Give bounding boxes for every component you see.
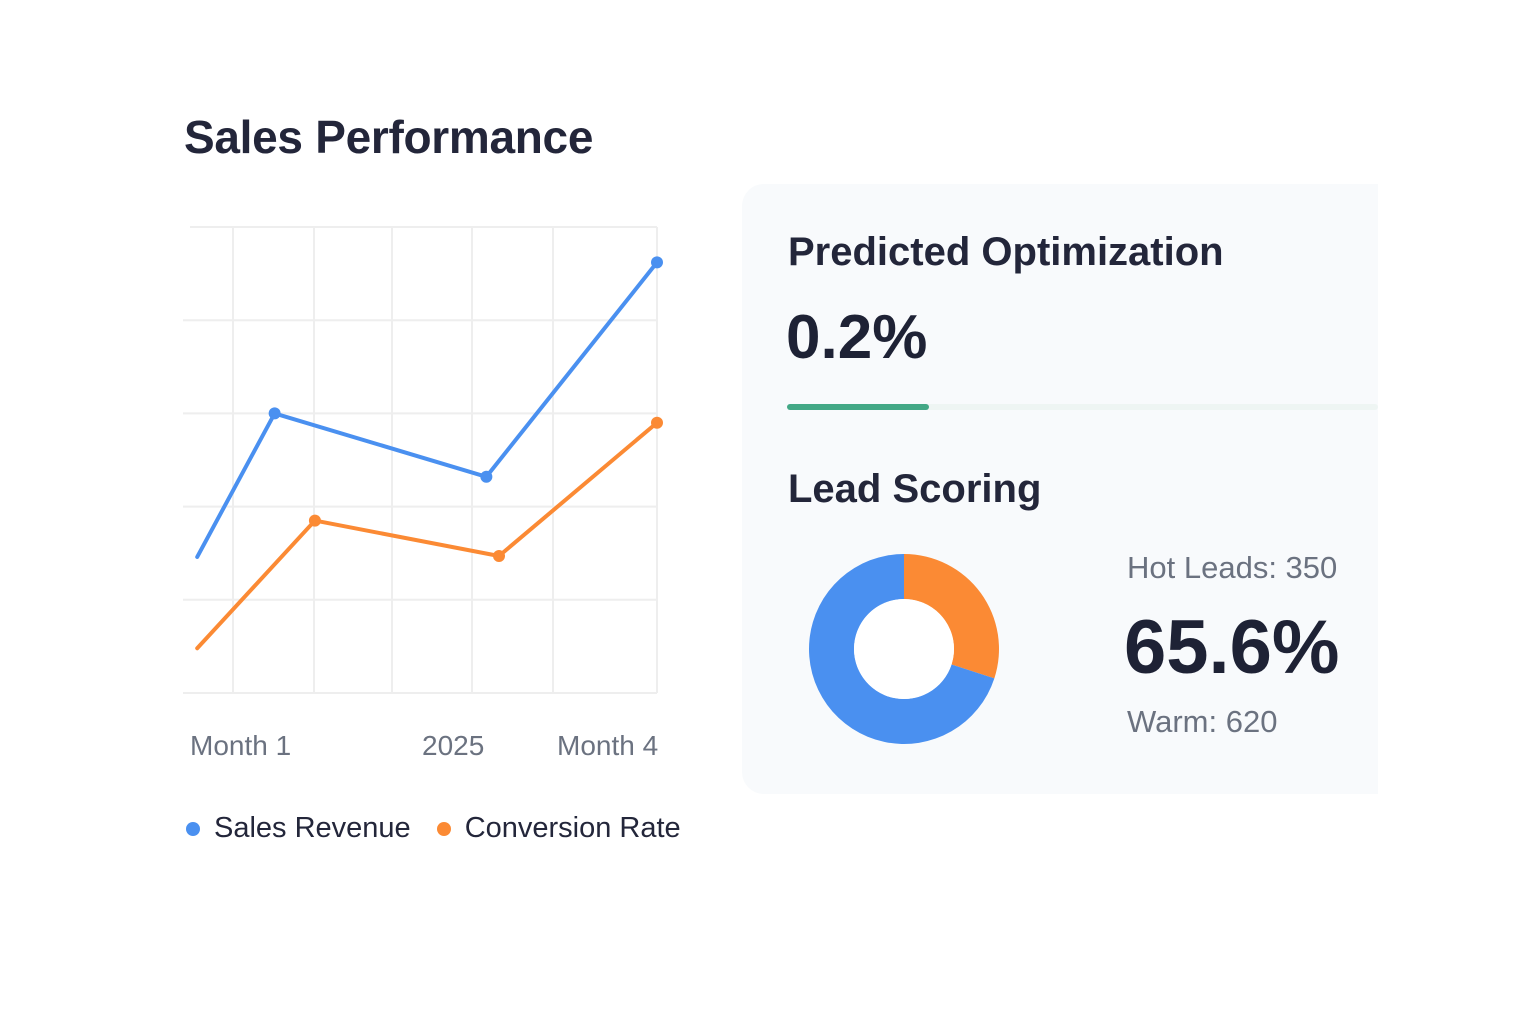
lead-percent: 65.6% xyxy=(1124,605,1340,690)
data-point xyxy=(268,407,281,420)
legend-item-sales-revenue[interactable]: Sales Revenue xyxy=(186,812,411,845)
line-chart xyxy=(183,226,663,694)
legend-dot-icon xyxy=(186,821,200,836)
legend-item-conversion-rate[interactable]: Conversion Rate xyxy=(436,812,681,845)
optimization-progress-fill xyxy=(787,404,929,410)
data-point xyxy=(651,416,663,429)
optimization-title: Predicted Optimization xyxy=(788,230,1224,274)
data-point xyxy=(308,514,321,527)
data-point xyxy=(651,256,663,269)
legend-label: Sales Revenue xyxy=(214,812,411,844)
chart-legend: Sales Revenue Conversion Rate xyxy=(186,812,707,845)
donut-slice-warm xyxy=(809,554,995,744)
optimization-value: 0.2% xyxy=(786,303,928,372)
donut-hole xyxy=(854,599,954,699)
lead-scoring-title: Lead Scoring xyxy=(788,467,1042,511)
data-point xyxy=(480,470,493,483)
warm-leads-label: Warm: 620 xyxy=(1127,704,1278,739)
x-tick-label: Month 4 xyxy=(557,730,659,761)
x-tick-label: 2025 xyxy=(422,730,485,761)
series-line-sales-revenue xyxy=(195,260,659,559)
hot-leads-label: Hot Leads: 350 xyxy=(1127,550,1338,585)
legend-label: Conversion Rate xyxy=(464,812,681,844)
donut-slice-hot xyxy=(904,554,999,679)
series-line-conversion-rate xyxy=(195,420,659,651)
insights-card: Predicted Optimization 0.2% Lead Scoring… xyxy=(742,184,1378,794)
legend-dot-icon xyxy=(436,821,451,836)
x-tick-label: Month 1 xyxy=(190,730,292,761)
data-point xyxy=(493,549,505,562)
optimization-progress-bar xyxy=(787,404,1378,410)
lead-donut-chart xyxy=(809,554,999,744)
page-title: Sales Performance xyxy=(184,111,594,163)
